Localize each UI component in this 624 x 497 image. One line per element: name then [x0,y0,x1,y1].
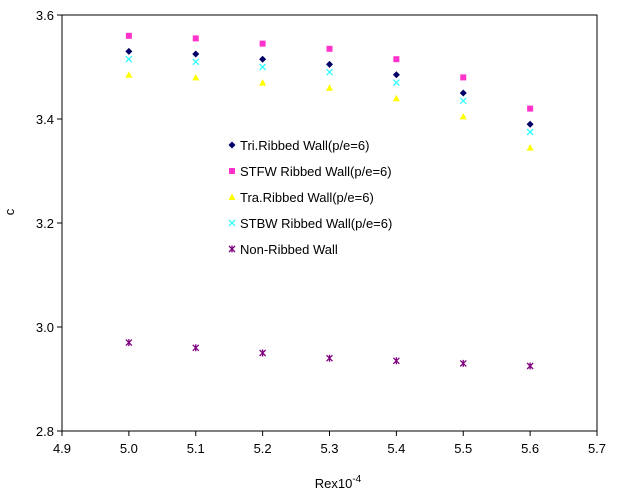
data-point [259,40,266,47]
y-axis-label: c [2,208,17,215]
x-tick-label: 4.9 [53,441,71,456]
data-point [393,56,400,63]
x-axis-label: Rex10-4 [315,474,362,491]
data-point [326,68,333,76]
data-point [392,357,400,365]
data-point [326,60,333,68]
data-point [527,105,534,112]
legend-marker [229,168,235,174]
data-point [125,339,133,347]
data-marks [125,32,534,370]
data-point [192,50,200,58]
data-point [125,55,133,63]
x-axis-label-sup: -4 [352,474,361,485]
data-point [460,74,467,81]
data-point [326,84,333,91]
x-tick-label: 5.7 [588,441,606,456]
legend-label: Non-Ribbed Wall [240,242,338,257]
data-point [125,71,133,78]
data-point [459,89,467,97]
legend-label: Tra.Ribbed Wall(p/e=6) [240,190,374,205]
y-tick-label: 3.6 [36,8,54,23]
data-point [459,112,467,120]
data-point [259,63,267,71]
data-point [526,120,534,128]
x-tick-label: 5.3 [320,441,338,456]
data-point [259,79,267,86]
data-point [392,79,400,87]
series-1 [125,32,534,112]
legend-marker [228,193,236,200]
legend-label: STBW Ribbed Wall(p/e=6) [240,216,392,231]
y-tick-label: 3.2 [36,216,54,231]
y-tick-label: 3.0 [36,320,54,335]
data-point [259,55,267,63]
data-point [192,344,200,352]
data-point [192,58,200,66]
x-axis-label-base: Rex10 [315,476,353,491]
data-point [526,362,534,370]
data-point [326,354,333,362]
axes: 4.9 5.0 5.1 5.2 5.3 5.4 5.5 5.6 5.7 2.8 3.0 3.2 3.4 3… [36,8,606,456]
data-point [526,144,534,151]
data-point [192,35,199,42]
series-2 [125,71,534,151]
series-0 [125,47,534,128]
legend-item: STBW Ribbed Wall(p/e=6) [228,216,392,231]
data-point [125,32,132,39]
data-point [392,94,400,102]
legend-item: Tri.Ribbed Wall(p/e=6) [228,138,369,153]
legend-label: Tri.Ribbed Wall(p/e=6) [240,138,369,153]
data-point [392,71,400,79]
legend-marker [228,245,236,253]
y-tick-label: 2.8 [36,424,54,439]
data-point [259,349,267,357]
series-3 [125,55,534,136]
data-point [459,97,467,105]
x-tick-label: 5.0 [120,441,138,456]
x-tick-label: 5.6 [521,441,539,456]
x-tick-label: 5.4 [387,441,405,456]
legend-item: STFW Ribbed Wall(p/e=6) [229,164,392,179]
legend-marker [228,219,236,227]
data-point [125,47,133,55]
legend-label: STFW Ribbed Wall(p/e=6) [240,164,392,179]
legend: Tri.Ribbed Wall(p/e=6) STFW Ribbed Wall(p… [228,138,392,257]
legend-item: Tra.Ribbed Wall(p/e=6) [228,190,374,205]
legend-item: Non-Ribbed Wall [228,242,338,257]
series-4 [125,339,534,370]
data-point [459,359,467,367]
y-tick-label: 3.4 [36,112,54,127]
data-point [526,128,534,136]
x-tick-label: 5.1 [187,441,205,456]
data-point [326,45,333,52]
x-tick-label: 5.2 [254,441,272,456]
legend-marker [228,141,236,149]
data-point [192,73,200,81]
x-tick-label: 5.5 [454,441,472,456]
